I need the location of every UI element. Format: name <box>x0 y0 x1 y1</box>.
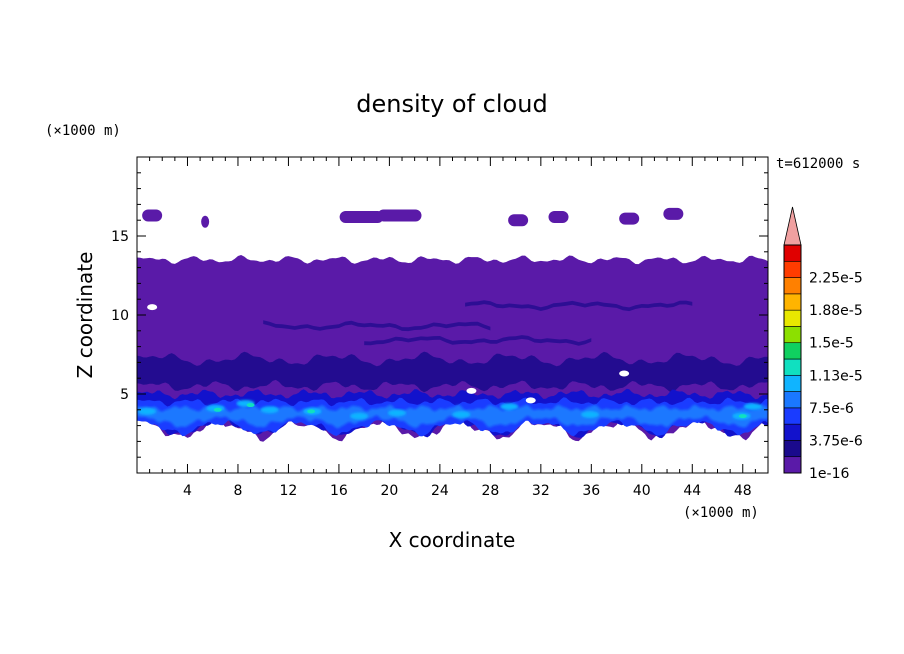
colorbar-swatch <box>783 407 802 425</box>
x-tick-label: 24 <box>431 483 449 499</box>
upper-cloud-patch <box>142 209 163 222</box>
colorbar-label: 1.13e-5 <box>809 368 863 384</box>
clear-gap <box>619 370 630 377</box>
x-tick-label: 48 <box>734 483 752 499</box>
high-density-spot <box>452 411 471 419</box>
colorbar-label: 1.88e-5 <box>809 303 863 319</box>
colorbar-swatch <box>783 358 802 376</box>
colorbar-extend-triangle <box>783 206 802 246</box>
colorbar-swatch <box>783 244 802 262</box>
x-tick-label: 20 <box>380 483 398 499</box>
colorbar-swatch <box>783 342 802 360</box>
colorbar-swatch <box>783 440 802 458</box>
colorbar-swatch <box>783 260 802 278</box>
upper-cloud-patch <box>619 212 640 225</box>
y-axis: 5 10 15 <box>111 172 768 458</box>
x-tick-label: 4 <box>183 483 192 499</box>
high-density-spot <box>387 409 406 417</box>
peak-density-spot <box>246 403 255 408</box>
high-density-spot <box>138 407 157 415</box>
colorbar-swatch <box>783 277 802 295</box>
colorbar-swatch <box>783 309 802 327</box>
clear-gap <box>525 397 536 404</box>
lower-band-inner <box>137 404 768 429</box>
upper-cloud-patch <box>508 214 529 227</box>
high-density-spot <box>743 403 762 411</box>
colorbar-frame <box>783 244 802 474</box>
high-density-spot <box>500 403 519 411</box>
colorbar-label: 2.25e-5 <box>809 271 863 287</box>
colorbar-swatch <box>783 374 802 392</box>
clear-gap <box>466 387 477 394</box>
time-label: t=612000 s <box>776 156 860 172</box>
x-axis: 4 8 12 16 20 24 28 32 36 40 44 48 <box>149 157 756 499</box>
x-unit-label: (×1000 m) <box>683 505 759 521</box>
upper-streak <box>364 335 592 346</box>
colorbar-swatch <box>783 391 802 409</box>
x-tick-label: 16 <box>330 483 348 499</box>
y-tick-label: 10 <box>111 308 129 324</box>
colorbar-label: 1.5e-5 <box>809 336 854 352</box>
y-tick-label: 15 <box>111 229 129 245</box>
upper-cloud-patch <box>201 215 210 228</box>
x-tick-label: 32 <box>532 483 550 499</box>
peak-density-spot <box>307 409 316 414</box>
colorbar-swatch <box>783 423 802 441</box>
x-tick-label: 40 <box>633 483 651 499</box>
x-tick-label: 44 <box>683 483 701 499</box>
x-tick-label: 36 <box>582 483 600 499</box>
peak-density-spot <box>213 407 222 412</box>
upper-cloud-patch <box>663 207 684 220</box>
x-tick-label: 8 <box>233 483 242 499</box>
colorbar-label: 3.75e-6 <box>809 433 863 449</box>
upper-cloud-patch <box>548 211 569 224</box>
y-unit-label: (×1000 m) <box>45 123 121 139</box>
colorbar-swatch <box>783 293 802 311</box>
density-field <box>137 207 768 442</box>
chart-title: density of cloud <box>356 90 547 118</box>
colorbar-label: 7.5e-6 <box>809 401 854 417</box>
colorbar: 1e-16 3.75e-6 7.5e-6 1.13e-5 1.5e-5 1.88e-5 2.… <box>783 206 863 482</box>
peak-density-spot <box>738 414 747 419</box>
upper-streak <box>263 320 491 332</box>
y-tick-label: 5 <box>120 387 129 403</box>
high-density-spot <box>350 412 369 420</box>
x-axis-label: X coordinate <box>389 528 516 552</box>
lower-band-mid <box>137 397 768 437</box>
high-density-spot <box>581 411 600 419</box>
x-tick-label: 12 <box>280 483 298 499</box>
x-tick-label: 28 <box>481 483 499 499</box>
upper-streak <box>465 300 693 312</box>
colorbar-swatch <box>783 456 802 474</box>
upper-cloud-patch <box>339 211 384 224</box>
clear-gap <box>147 304 158 311</box>
high-density-spot <box>260 406 279 414</box>
colorbar-swatch <box>783 326 802 344</box>
upper-cloud-patch <box>377 209 422 222</box>
mid-density-band <box>137 351 768 393</box>
y-axis-label: Z coordinate <box>73 252 97 379</box>
colorbar-label: 1e-16 <box>809 466 849 482</box>
